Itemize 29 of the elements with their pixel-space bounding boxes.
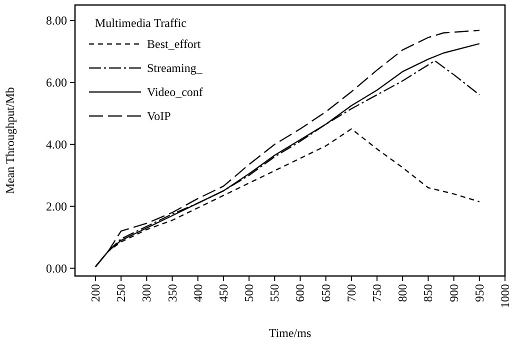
x-tick-label: 950 <box>472 284 486 302</box>
x-tick-label: 600 <box>293 284 308 302</box>
legend-title: Multimedia Traffic <box>95 16 186 30</box>
y-tick-label: 8.00 <box>46 13 67 28</box>
x-tick-label: 450 <box>216 284 230 302</box>
x-tick-label: 500 <box>242 284 256 302</box>
y-tick-label: 6.00 <box>46 75 67 90</box>
y-tick-label: 4.00 <box>46 137 67 152</box>
x-tick-label: 850 <box>421 284 436 302</box>
x-tick-label: 300 <box>140 284 154 302</box>
x-tick-label: 700 <box>344 284 358 302</box>
legend-label: Best_effort <box>147 37 202 51</box>
x-tick-label: 650 <box>318 284 333 302</box>
legend-label: Video_conf <box>147 85 203 99</box>
x-tick-label: 1000 <box>498 284 512 308</box>
y-tick-label: 0.00 <box>46 261 67 276</box>
x-tick-label: 250 <box>114 284 128 302</box>
y-axis-title: Mean Throughput/Mb <box>3 87 17 194</box>
x-tick-label: 350 <box>165 284 180 302</box>
y-tick-label: 2.00 <box>46 199 67 214</box>
x-tick-label: 800 <box>396 284 410 302</box>
x-axis-title: Time/ms <box>268 326 312 340</box>
x-tick-label: 200 <box>88 284 102 302</box>
x-tick-label: 900 <box>446 284 461 302</box>
x-tick-label: 750 <box>370 284 384 302</box>
x-tick-label: 400 <box>190 284 205 302</box>
legend-label: Streaming_ <box>147 61 204 75</box>
legend-label: VoIP <box>147 109 172 123</box>
x-tick-label: 550 <box>268 284 282 302</box>
